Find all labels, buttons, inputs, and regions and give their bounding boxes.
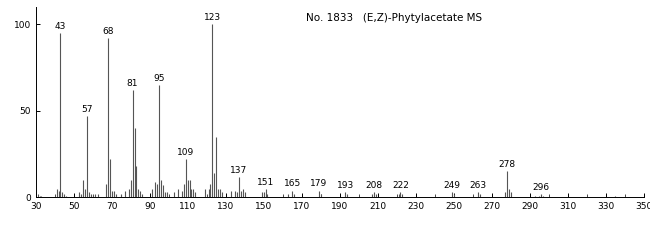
- Text: 109: 109: [177, 148, 194, 157]
- Text: 57: 57: [81, 105, 93, 114]
- Text: 81: 81: [127, 79, 138, 88]
- Text: 222: 222: [392, 181, 409, 190]
- Text: 296: 296: [532, 183, 549, 192]
- Text: 179: 179: [310, 180, 328, 188]
- Text: 165: 165: [283, 180, 301, 188]
- Text: 278: 278: [498, 160, 515, 169]
- Text: 95: 95: [153, 74, 165, 83]
- Text: 43: 43: [55, 22, 66, 31]
- Text: No. 1833   (E,Z)-Phytylacetate MS: No. 1833 (E,Z)-Phytylacetate MS: [306, 12, 482, 22]
- Text: 151: 151: [257, 178, 274, 187]
- Text: 193: 193: [337, 181, 354, 190]
- Text: 208: 208: [365, 181, 382, 190]
- Text: 263: 263: [470, 181, 487, 190]
- Text: 137: 137: [230, 166, 248, 175]
- Text: 68: 68: [102, 27, 114, 36]
- Text: 249: 249: [443, 181, 460, 190]
- Text: 123: 123: [204, 13, 221, 22]
